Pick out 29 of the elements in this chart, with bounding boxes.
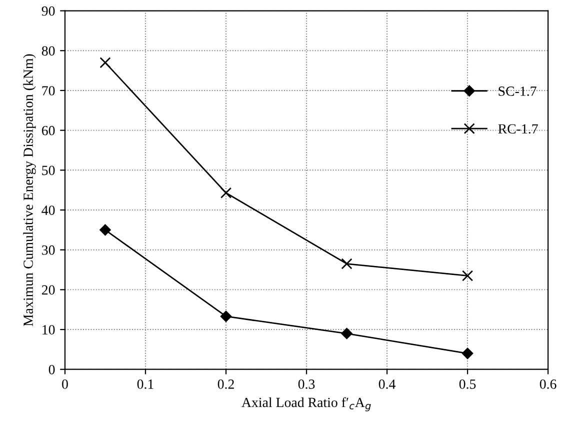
point (462, 348, 474, 360)
legend-label: SC-1.7 (498, 86, 536, 96)
point (462, 270, 474, 282)
y-tick-label: 0 (48, 364, 55, 374)
legend-label: RC-1.7 (498, 124, 538, 134)
y-tick-label: 40 (42, 206, 55, 215)
y-tick-label: 10 (42, 325, 55, 334)
y-tick-label: 60 (42, 126, 55, 136)
x-axis-title: Axial Load Ratio f′$_{c}$A$_{g}$ (242, 397, 371, 412)
point (100, 224, 111, 236)
x-tick-label: 0.2 (218, 379, 234, 389)
point (341, 328, 352, 340)
x-tick-label: 0.1 (137, 379, 154, 389)
point (100, 57, 111, 68)
y-axis-title: Maximun Cumulative Energy Dissipation (kNm) (23, 54, 36, 326)
point (220, 187, 232, 198)
point (220, 310, 232, 322)
x-tick-label: 0 (62, 379, 68, 389)
y-tick-label: 20 (42, 285, 55, 295)
y-tick-label: 90 (42, 6, 55, 16)
point (341, 258, 352, 270)
x-tick-label: 0.6 (540, 379, 556, 389)
y-tick-label: 50 (42, 166, 55, 176)
y-tick-label: 30 (42, 245, 55, 255)
x-tick-label: 0.3 (298, 379, 315, 389)
x-tick-label: 0.4 (378, 379, 396, 389)
y-tick-label: 80 (42, 46, 55, 56)
x-tick-label: 0.5 (459, 379, 476, 389)
y-tick-label: 70 (42, 86, 55, 96)
